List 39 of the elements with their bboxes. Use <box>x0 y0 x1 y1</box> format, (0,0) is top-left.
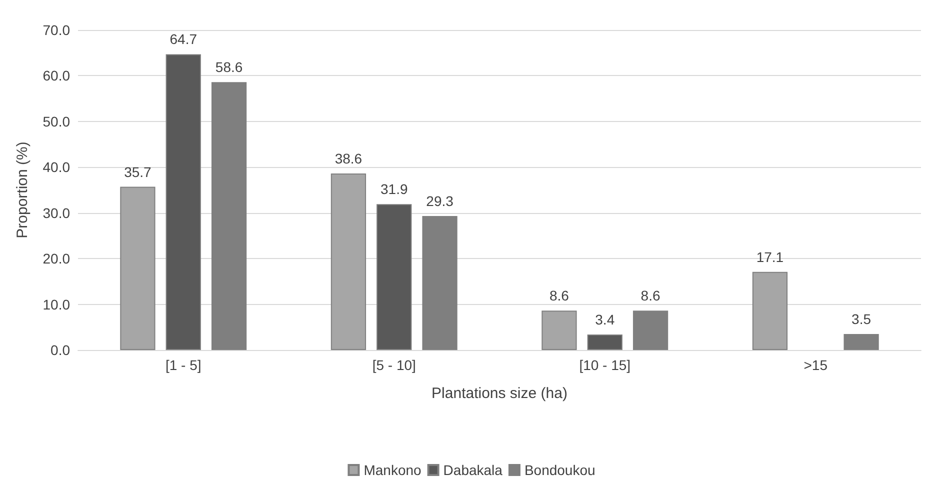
bar <box>120 186 156 350</box>
bar <box>330 174 366 350</box>
bar <box>422 216 458 350</box>
y-tick-label: 40.0 <box>42 159 70 176</box>
x-tick-label: [10 - 15] <box>579 357 631 373</box>
bar <box>376 204 412 350</box>
x-tick-label: [5 - 10] <box>372 357 416 373</box>
data-label: 17.1 <box>756 248 784 265</box>
bar <box>211 82 247 350</box>
data-label: 8.6 <box>549 288 570 304</box>
data-label: 8.6 <box>640 288 660 304</box>
x-axis-title: Plantations size (ha) <box>432 385 568 402</box>
y-tick-label: 20.0 <box>42 250 70 267</box>
legend-label: Bondoukou <box>524 462 596 478</box>
y-tick-label: 0.0 <box>50 342 70 358</box>
data-label: 58.6 <box>215 59 243 76</box>
y-axis-title: Proportion (%) <box>14 142 31 238</box>
y-tick-label: 70.0 <box>42 22 70 38</box>
y-tick-label: 50.0 <box>42 113 70 130</box>
data-label: 38.6 <box>334 150 362 167</box>
data-label: 64.7 <box>170 31 198 48</box>
legend-label: Mankono <box>364 462 422 478</box>
x-tick-label: >15 <box>804 357 828 373</box>
legend-label: Dabakala <box>443 462 503 478</box>
bar <box>542 310 577 350</box>
x-tick-label: [1 - 5] <box>165 357 202 373</box>
bar <box>587 334 622 350</box>
data-label: 31.9 <box>380 181 408 198</box>
y-tick-label: 10.0 <box>42 296 70 312</box>
bar <box>752 272 788 350</box>
data-label: 29.3 <box>426 193 454 210</box>
bar <box>844 334 879 350</box>
data-label: 3.4 <box>595 311 615 328</box>
y-tick-label: 60.0 <box>42 68 70 84</box>
bar <box>632 310 668 350</box>
data-label: 35.7 <box>124 164 152 180</box>
y-tick-label: 30.0 <box>42 204 70 221</box>
bar <box>166 54 201 350</box>
data-label: 3.5 <box>852 311 872 327</box>
